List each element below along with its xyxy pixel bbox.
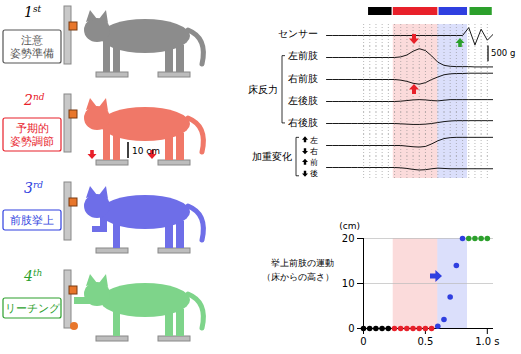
svg-text:姿勢準備: 姿勢準備 (10, 47, 54, 59)
svg-text:床反力: 床反力 (248, 84, 278, 95)
svg-text:注意: 注意 (21, 34, 43, 46)
svg-text:500 g: 500 g (491, 48, 515, 58)
svg-text:20: 20 (342, 233, 355, 244)
svg-text:挙上前肢の運動: 挙上前肢の運動 (271, 258, 334, 268)
svg-text:左前肢: 左前肢 (288, 50, 318, 61)
svg-text:姿勢調節: 姿勢調節 (10, 135, 54, 147)
svg-text:前肢挙上: 前肢挙上 (10, 214, 54, 226)
svg-text:予期的: 予期的 (16, 122, 49, 134)
svg-text:（床からの高さ）: （床からの高さ） (262, 272, 334, 282)
svg-text:1.0 s: 1.0 s (475, 336, 499, 347)
svg-text:4th: 4th (23, 268, 42, 284)
svg-text:2nd: 2nd (23, 92, 45, 108)
svg-text:左: 左 (310, 136, 318, 145)
svg-text:右後肢: 右後肢 (288, 117, 318, 128)
svg-text:0: 0 (348, 323, 354, 334)
svg-text:リーチング: リーチング (5, 302, 61, 314)
svg-text:10 cm: 10 cm (132, 146, 160, 156)
svg-text:0.5: 0.5 (417, 336, 433, 347)
svg-text:0: 0 (360, 336, 366, 347)
svg-text:1st: 1st (24, 4, 42, 20)
svg-text:後: 後 (310, 169, 318, 178)
svg-text:右: 右 (310, 147, 318, 156)
svg-text:右前肢: 右前肢 (288, 73, 318, 84)
svg-text:センサー: センサー (278, 28, 318, 39)
svg-text:左後肢: 左後肢 (288, 95, 318, 106)
svg-text:加重変化: 加重変化 (252, 151, 292, 162)
svg-text:(cm): (cm) (339, 221, 360, 231)
svg-text:前: 前 (310, 158, 318, 167)
svg-text:10: 10 (342, 278, 355, 289)
svg-text:3rd: 3rd (24, 180, 43, 196)
